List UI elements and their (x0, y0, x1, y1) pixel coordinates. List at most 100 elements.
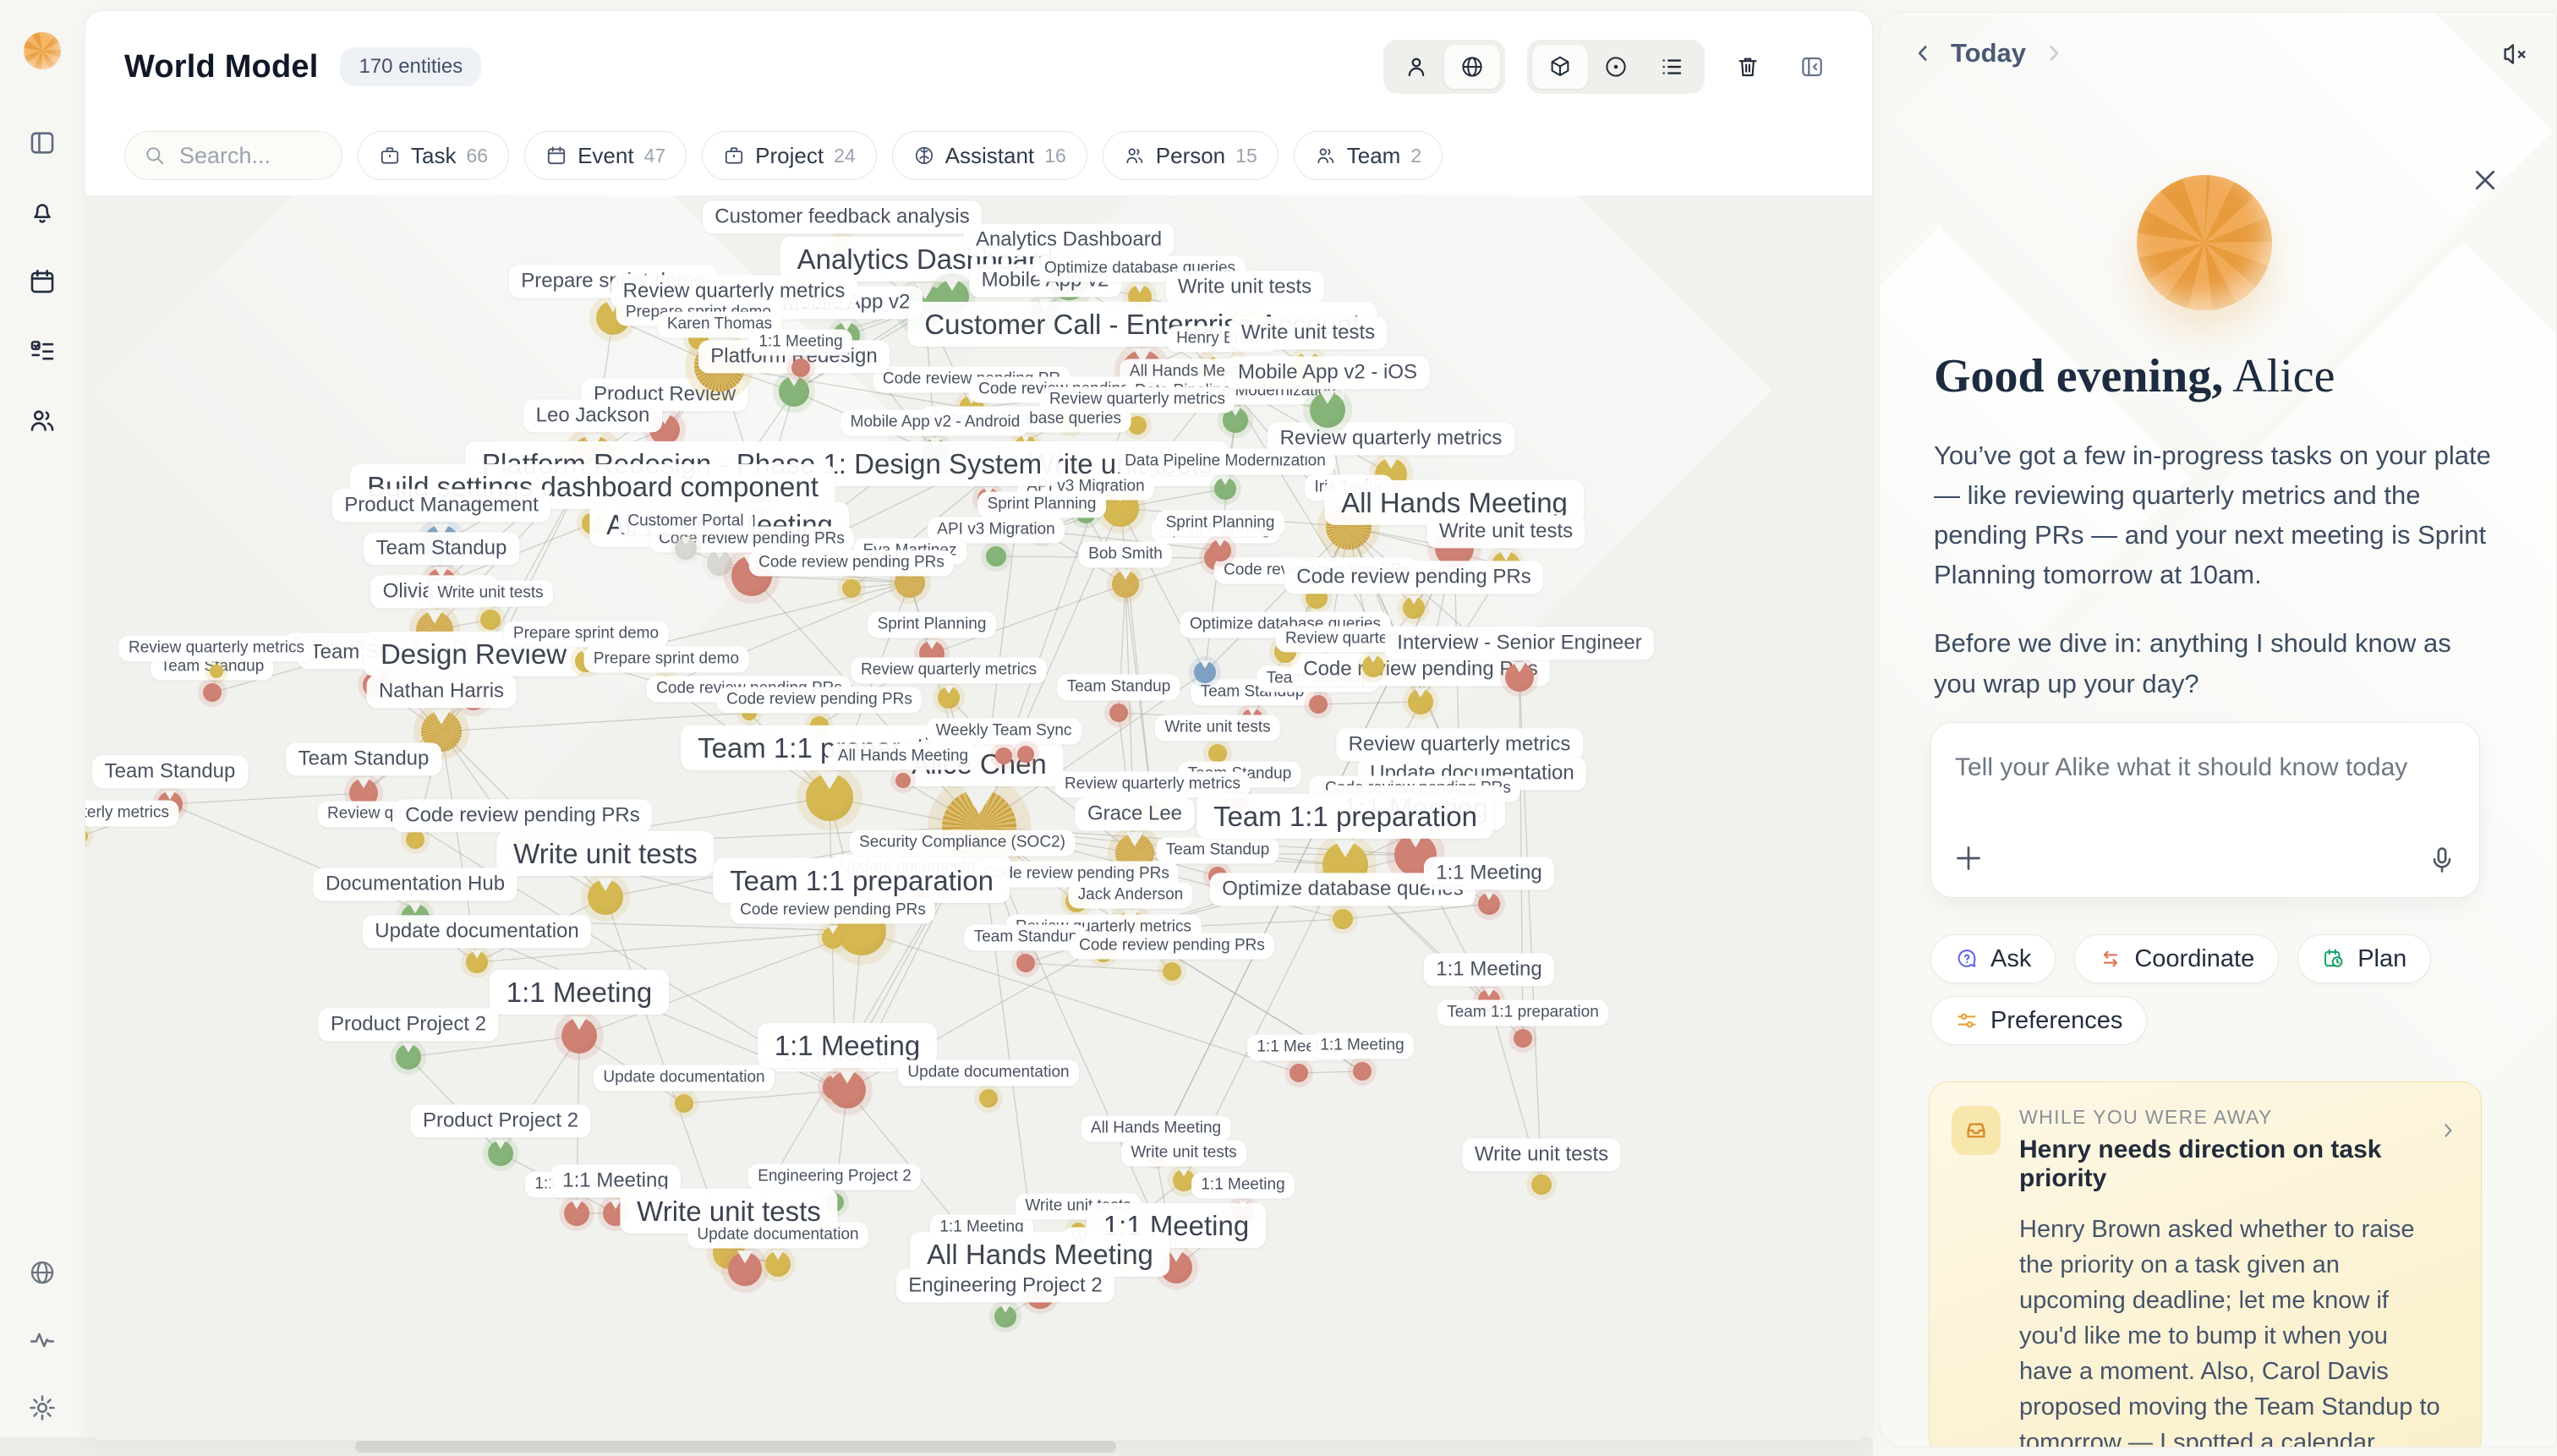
graph-node[interactable] (895, 773, 911, 788)
graph-node[interactable] (1214, 476, 1236, 500)
graph-node[interactable] (466, 950, 488, 973)
horizontal-scrollbar[interactable] (0, 1437, 1873, 1456)
graph-node[interactable] (1163, 962, 1181, 981)
graph-node[interactable] (979, 1089, 998, 1108)
assistant-avatar[interactable] (2137, 175, 2272, 310)
graph-node-label: Review quarterly metrics (1054, 771, 1251, 797)
sidebar-toggle-icon[interactable] (28, 129, 57, 157)
graph-node[interactable] (480, 610, 501, 630)
graph-node[interactable] (1194, 660, 1216, 683)
graph-node[interactable] (1016, 954, 1035, 972)
graph-node[interactable] (488, 1139, 513, 1166)
graph-node[interactable] (779, 375, 809, 407)
graph-node[interactable] (1173, 1168, 1195, 1191)
graph-node[interactable] (588, 877, 623, 915)
filter-chip-person[interactable]: Person 15 (1102, 131, 1278, 180)
delete-trash-button[interactable] (1727, 46, 1769, 88)
graph-node[interactable] (1223, 406, 1248, 433)
filter-chip-project[interactable]: Project 24 (702, 131, 877, 180)
graph-node[interactable] (842, 579, 861, 598)
graph-node[interactable] (1362, 654, 1384, 677)
graph-node[interactable] (791, 359, 810, 377)
previous-day-chevron-icon[interactable] (1910, 41, 1936, 66)
graph-node[interactable] (1478, 891, 1500, 915)
graph-node[interactable] (203, 683, 222, 702)
graph-node[interactable] (1128, 416, 1147, 435)
chip-label: Project (755, 142, 824, 168)
globe-icon[interactable] (28, 1258, 57, 1287)
graph-node[interactable] (1209, 538, 1231, 561)
graph-node[interactable] (675, 1094, 693, 1113)
filter-chip-event[interactable]: Event 47 (524, 131, 687, 180)
graph-node[interactable] (1017, 746, 1034, 763)
summary-paragraph: You’ve got a few in-progress tasks on yo… (1934, 441, 2491, 590)
graph-node[interactable] (1109, 703, 1128, 722)
list-view-button[interactable] (1644, 45, 1700, 89)
plan-button[interactable]: Plan (2297, 934, 2432, 983)
scrollbar-thumb[interactable] (355, 1441, 1116, 1453)
preferences-button[interactable]: Preferences (1930, 996, 2148, 1045)
settings-gear-icon[interactable] (28, 1393, 57, 1422)
graph-node[interactable] (806, 771, 853, 821)
graph-node[interactable] (1394, 831, 1437, 876)
graph-node[interactable] (1310, 390, 1345, 428)
calendar-icon[interactable] (28, 267, 57, 296)
graph-node[interactable] (1531, 1174, 1552, 1195)
notifications-bell-icon[interactable] (28, 198, 57, 227)
filter-chip-team[interactable]: Team 2 (1293, 131, 1443, 180)
filter-chip-task[interactable]: Task 66 (358, 131, 510, 180)
graph-node[interactable] (728, 1251, 762, 1286)
greeting-name: Alice (2232, 350, 2335, 402)
graph-node[interactable] (938, 685, 960, 709)
graph-node[interactable] (85, 829, 88, 843)
filter-chip-assistant[interactable]: Assistant 16 (891, 131, 1087, 180)
activity-icon[interactable] (28, 1326, 57, 1355)
graph-node[interactable] (822, 925, 844, 949)
while-you-were-away-card[interactable]: WHILE YOU WERE AWAY Henry needs directio… (1929, 1081, 2482, 1447)
graph-node[interactable] (1309, 695, 1328, 714)
graph-node[interactable] (1505, 661, 1534, 692)
graph-node[interactable] (564, 1199, 589, 1226)
graph-node[interactable] (995, 747, 1012, 764)
next-day-chevron-icon[interactable] (2041, 41, 2067, 66)
tasks-checklist-icon[interactable] (28, 337, 57, 365)
graph-node[interactable] (406, 830, 424, 849)
graph-node-label: Customer Portal (617, 508, 754, 534)
mute-speaker-icon[interactable] (2500, 40, 2529, 68)
focus-view-button[interactable] (1588, 45, 1644, 89)
graph-node[interactable] (396, 1043, 421, 1070)
close-icon[interactable] (2470, 165, 2500, 195)
graph-node[interactable] (986, 546, 1006, 567)
graph-node[interactable] (765, 1250, 791, 1277)
graph-node[interactable] (1514, 1029, 1532, 1048)
composer-input[interactable]: Tell your Alike what it should know toda… (1930, 722, 2480, 898)
graph-node[interactable] (829, 1069, 866, 1108)
graph-node[interactable] (1112, 569, 1139, 598)
ask-button[interactable]: Ask (1930, 934, 2056, 983)
graph-node[interactable] (1333, 909, 1353, 929)
chevron-right-icon[interactable] (2437, 1118, 2459, 1143)
coordinate-button[interactable]: Coordinate (2074, 934, 2280, 983)
microphone-icon[interactable] (2427, 845, 2457, 875)
graph-node[interactable] (1408, 687, 1433, 714)
graph-3d-button[interactable] (1532, 45, 1588, 89)
graph-node[interactable] (561, 1015, 597, 1054)
search-input[interactable] (178, 141, 304, 170)
graph-node[interactable] (707, 549, 732, 576)
graph-node[interactable] (994, 1304, 1016, 1327)
globe-view-button[interactable] (1444, 45, 1500, 89)
graph-node[interactable] (1208, 744, 1227, 763)
graph-node[interactable] (1403, 595, 1425, 619)
graph-node[interactable] (1353, 1062, 1372, 1081)
graph-node[interactable] (1289, 1064, 1308, 1082)
collapse-panel-button[interactable] (1791, 46, 1833, 88)
search-box[interactable] (124, 131, 342, 180)
graph-canvas[interactable]: Customer feedback analysis Analytics Dash… (85, 195, 1872, 1440)
app-logo[interactable] (24, 32, 61, 69)
attach-plus-icon[interactable] (1952, 841, 1985, 875)
graph-node[interactable] (421, 709, 462, 752)
graph-node[interactable] (675, 536, 697, 560)
graph-node[interactable] (210, 665, 223, 678)
people-icon[interactable] (28, 406, 57, 435)
person-view-button[interactable] (1388, 45, 1444, 89)
